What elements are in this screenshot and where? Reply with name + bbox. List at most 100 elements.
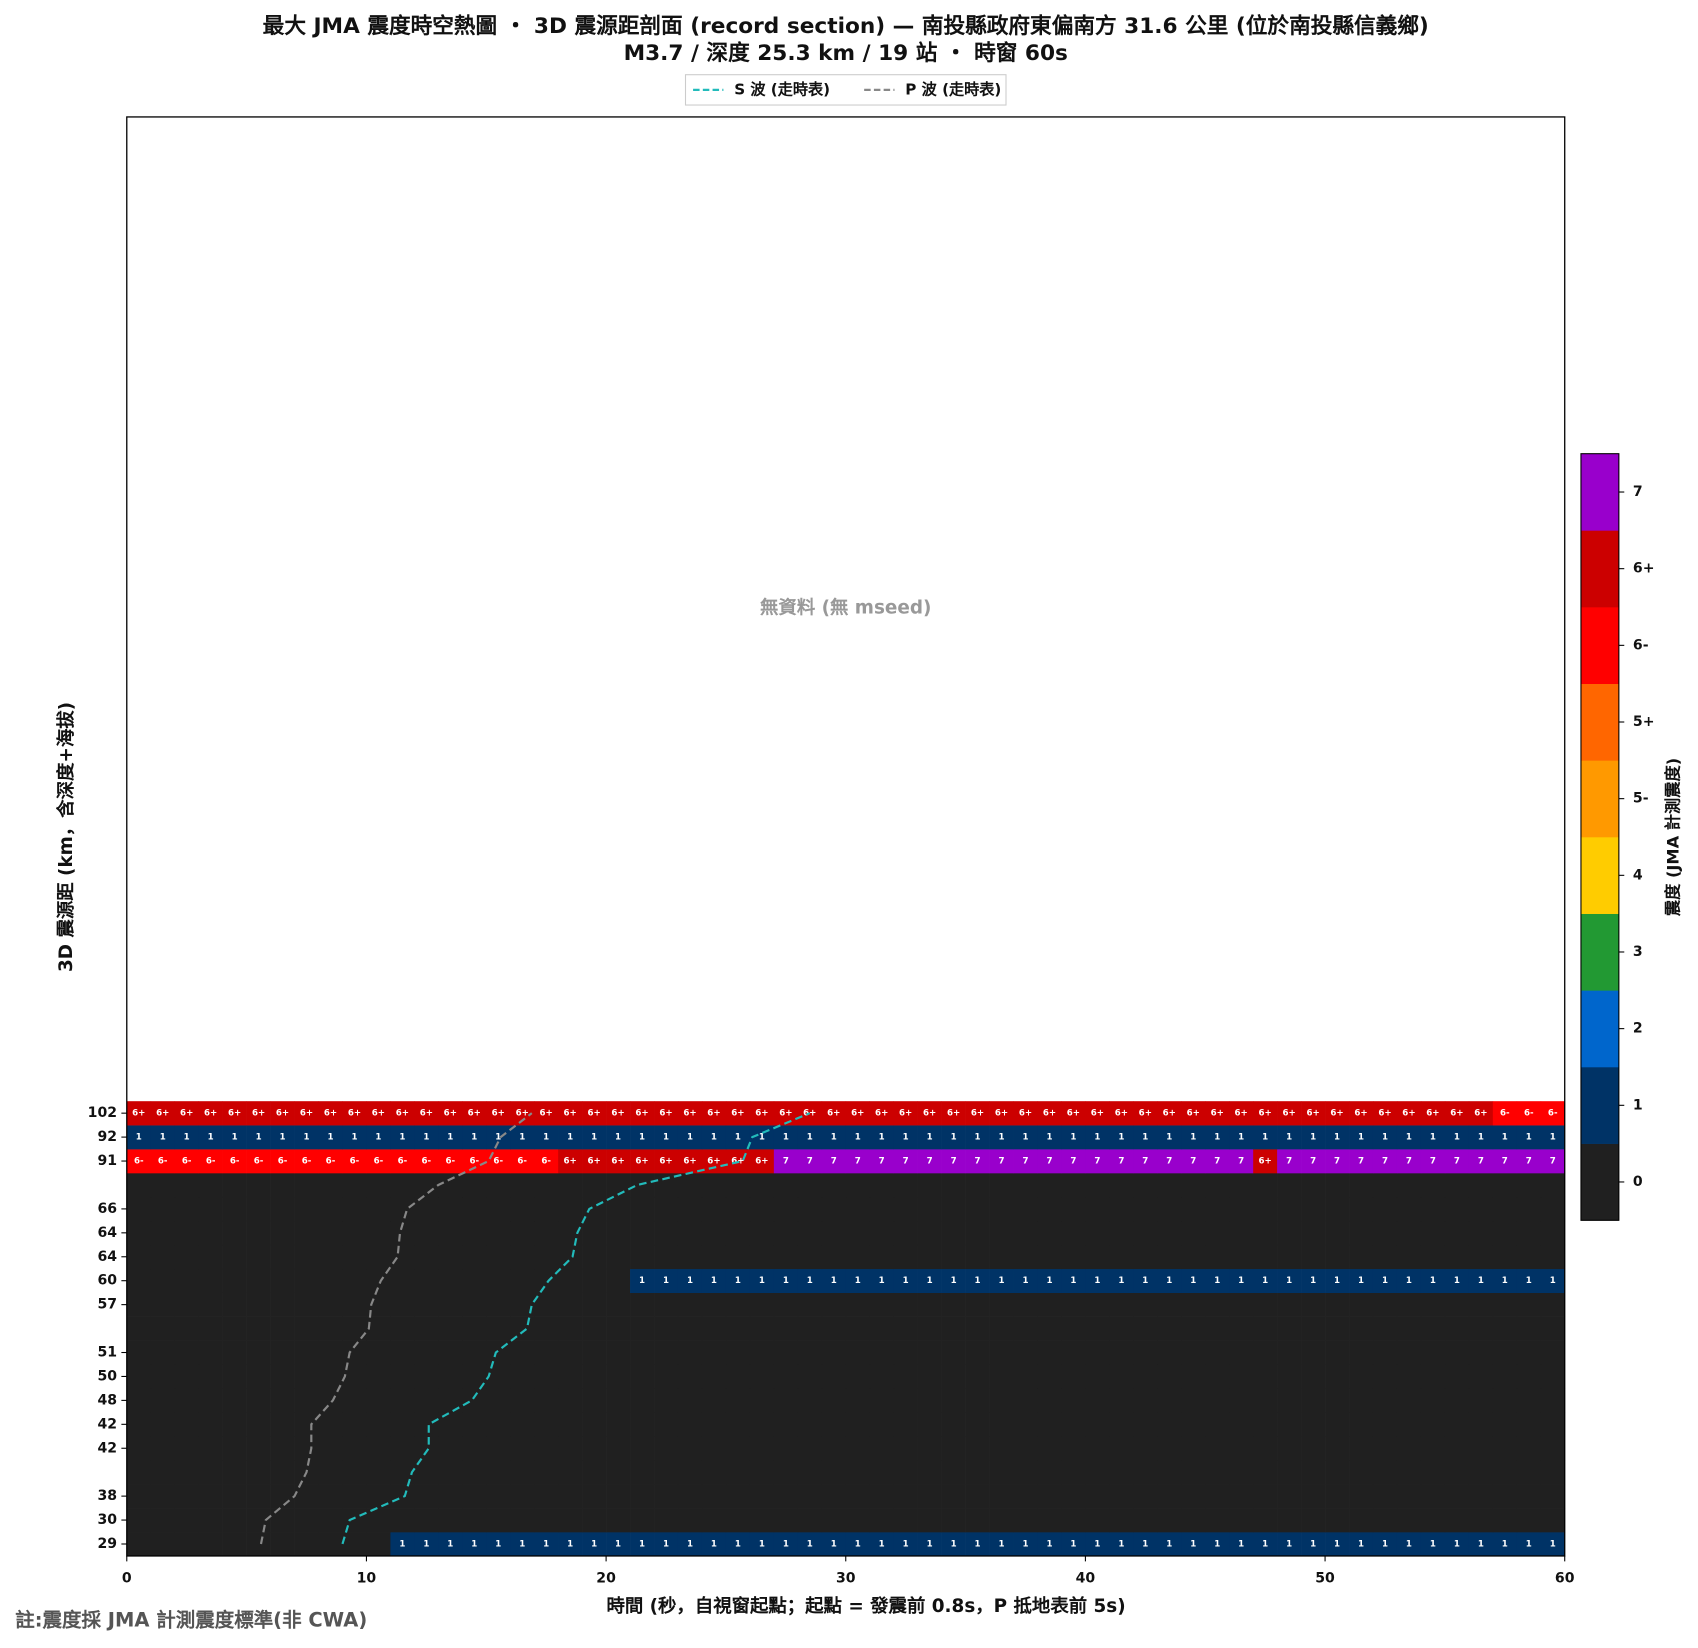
- cell: [1253, 1172, 1278, 1198]
- cell: [1061, 1460, 1086, 1485]
- cell: [270, 1532, 295, 1557]
- cell: [342, 1412, 367, 1437]
- cell-label: 1: [256, 1133, 262, 1143]
- cell: [390, 1172, 415, 1198]
- x-tick-label: 10: [357, 1571, 377, 1587]
- cell: [1396, 1292, 1422, 1317]
- cell-label: 1: [1406, 1133, 1412, 1143]
- cell: [558, 1244, 583, 1270]
- cell: [222, 1268, 247, 1294]
- cell: [725, 1460, 751, 1485]
- cell: [1420, 1292, 1446, 1317]
- cell-label: 1: [1118, 1133, 1124, 1143]
- cell: [534, 1244, 559, 1270]
- colorbar-label: 震度 (JMA 計測震度): [1664, 758, 1683, 916]
- cell: [749, 1436, 775, 1461]
- cell: [486, 1460, 511, 1485]
- cell: [1181, 1244, 1206, 1270]
- cell-label: 1: [807, 1276, 813, 1286]
- cell: [773, 1149, 799, 1174]
- colorbar-segment: [1580, 836, 1619, 914]
- cell-label: 1: [399, 1539, 405, 1549]
- cell: [414, 1268, 439, 1294]
- cell-label: 7: [1502, 1157, 1508, 1167]
- cell: [677, 1508, 703, 1533]
- cell: [965, 1125, 990, 1150]
- cell: [845, 1149, 871, 1174]
- cell-label: 6-: [230, 1157, 240, 1167]
- cell: [821, 1196, 847, 1222]
- cell-label: 1: [687, 1276, 693, 1286]
- cell-label: 1: [1142, 1276, 1148, 1286]
- cell: [318, 1172, 343, 1198]
- cell: [1061, 1484, 1086, 1509]
- cell: [1301, 1508, 1326, 1533]
- cell-label: 1: [1046, 1539, 1052, 1549]
- cell: [462, 1244, 487, 1270]
- cell: [318, 1244, 343, 1270]
- cell-label: 7: [1550, 1157, 1556, 1167]
- cell: [1253, 1436, 1278, 1461]
- cell: [1157, 1364, 1182, 1389]
- cell: [1516, 1292, 1542, 1317]
- cell: [606, 1388, 631, 1413]
- cell: [1325, 1364, 1350, 1389]
- cell: [1253, 1412, 1278, 1437]
- cell: [749, 1292, 775, 1317]
- cell: [486, 1292, 511, 1317]
- cell: [1492, 1196, 1518, 1222]
- cell: [438, 1149, 463, 1174]
- cell: [486, 1364, 511, 1389]
- cell: [1061, 1340, 1086, 1365]
- cell: [917, 1220, 942, 1246]
- cell: [534, 1101, 559, 1126]
- cell: [1301, 1412, 1326, 1437]
- cell: [510, 1196, 535, 1222]
- cell: [1277, 1484, 1302, 1509]
- cell: [917, 1340, 942, 1365]
- cell: [749, 1172, 775, 1198]
- cell: [701, 1484, 727, 1509]
- cell-label: 1: [639, 1276, 645, 1286]
- cell: [1277, 1316, 1302, 1341]
- cell: [1444, 1412, 1470, 1437]
- cell-label: 1: [1094, 1276, 1100, 1286]
- cell: [1181, 1412, 1206, 1437]
- cell: [294, 1484, 319, 1509]
- cell-label: 6+: [659, 1157, 672, 1167]
- cell: [1229, 1388, 1254, 1413]
- cell: [462, 1412, 487, 1437]
- cell: [174, 1484, 200, 1509]
- cell-label: 1: [1286, 1276, 1292, 1286]
- cell: [869, 1292, 895, 1317]
- cell-label: 1: [1406, 1276, 1412, 1286]
- cell: [989, 1484, 1014, 1509]
- cell: [438, 1364, 463, 1389]
- cell: [1181, 1292, 1206, 1317]
- cell-label: 6+: [1450, 1109, 1463, 1119]
- travel-time-line: [341, 1112, 811, 1545]
- cell: [246, 1388, 271, 1413]
- cell: [318, 1196, 343, 1222]
- cell-label: 6+: [396, 1109, 409, 1119]
- cell: [582, 1436, 607, 1461]
- y-tick-label: 51: [97, 1345, 117, 1361]
- cell: [438, 1532, 463, 1557]
- cell: [558, 1125, 583, 1150]
- cell: [606, 1196, 631, 1222]
- cell: [510, 1388, 535, 1413]
- cell: [1061, 1149, 1086, 1174]
- cell: [198, 1460, 223, 1485]
- cell: [1133, 1388, 1158, 1413]
- cell: [1061, 1316, 1086, 1341]
- cell-label: 1: [1286, 1133, 1292, 1143]
- cell: [749, 1244, 775, 1270]
- cell-label: 1: [567, 1133, 573, 1143]
- cell: [1013, 1220, 1038, 1246]
- cell: [1061, 1101, 1086, 1126]
- cell: [797, 1388, 823, 1413]
- colorbar-tick-label: 6-: [1633, 637, 1649, 653]
- cell: [270, 1460, 295, 1485]
- cell: [941, 1220, 966, 1246]
- cell: [1205, 1292, 1230, 1317]
